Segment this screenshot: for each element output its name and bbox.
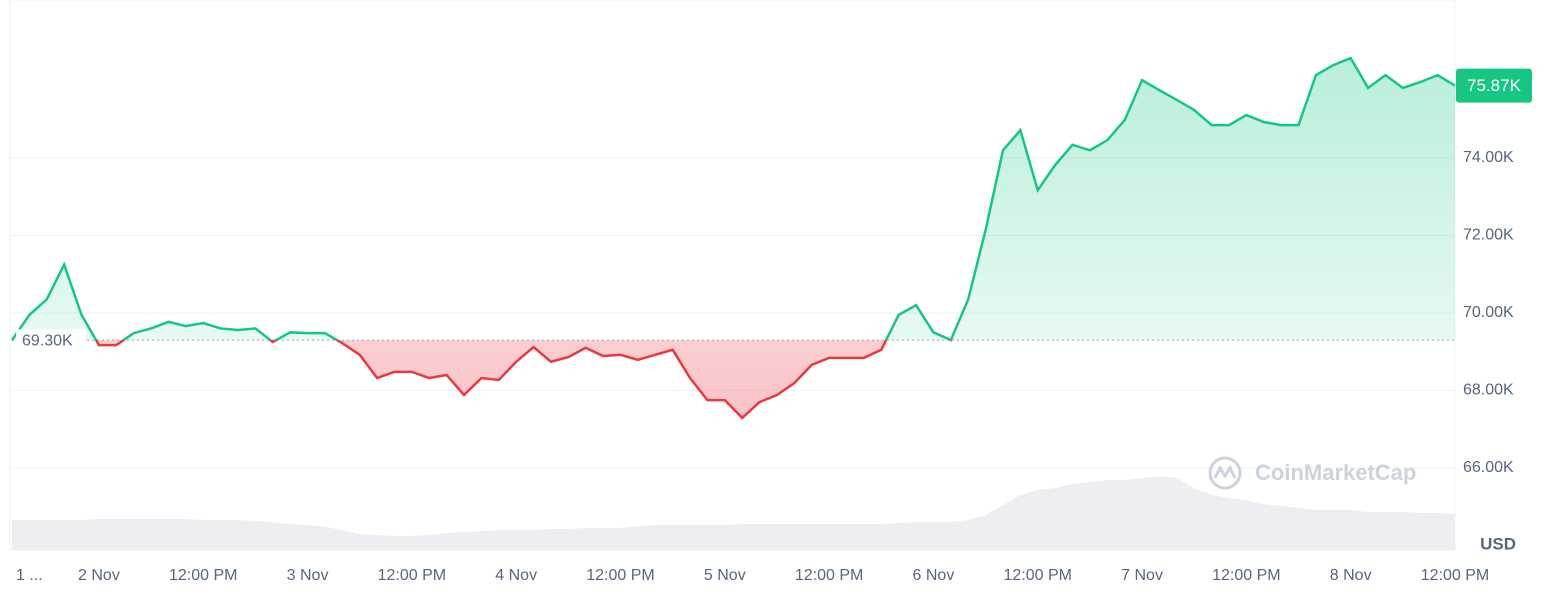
y-tick-label: 74.00K: [1463, 149, 1514, 166]
x-tick-label: 12:00 PM: [1212, 567, 1280, 584]
y-tick-label: 72.00K: [1463, 227, 1514, 244]
x-tick-label: 12:00 PM: [586, 567, 654, 584]
y-tick-label: 66.00K: [1463, 459, 1514, 476]
baseline-label: 69.30K: [22, 332, 73, 349]
watermark-text: CoinMarketCap: [1255, 460, 1416, 485]
watermark: CoinMarketCap: [1208, 456, 1416, 490]
x-tick-label: 7 Nov: [1121, 567, 1163, 584]
x-tick-label: 1 ...: [16, 567, 43, 584]
baseline-label-bg: [16, 329, 86, 352]
price-line-up: [10, 56, 1456, 341]
y-tick-label: 68.00K: [1463, 382, 1514, 399]
x-tick-label: 12:00 PM: [1421, 567, 1489, 584]
price-line-down: [12, 340, 953, 420]
current-price-box: [1456, 68, 1532, 103]
x-tick-label: 5 Nov: [704, 567, 746, 584]
y-tick-label: 70.00K: [1463, 304, 1514, 321]
x-tick-label: 8 Nov: [1330, 567, 1372, 584]
x-tick-label: 2 Nov: [78, 567, 120, 584]
x-tick-label: 12:00 PM: [378, 567, 446, 584]
x-tick-label: 4 Nov: [495, 567, 537, 584]
x-tick-label: 12:00 PM: [169, 567, 237, 584]
currency: USD: [1480, 534, 1516, 553]
area-above: [12, 58, 1455, 341]
x-tick-label: 6 Nov: [913, 567, 955, 584]
x-tick-label: 12:00 PM: [1004, 567, 1072, 584]
current-price-label: 75.87K: [1467, 76, 1522, 95]
volume-area: [12, 476, 1455, 550]
x-tick-label: 3 Nov: [287, 567, 329, 584]
x-tick-label: 12:00 PM: [795, 567, 863, 584]
